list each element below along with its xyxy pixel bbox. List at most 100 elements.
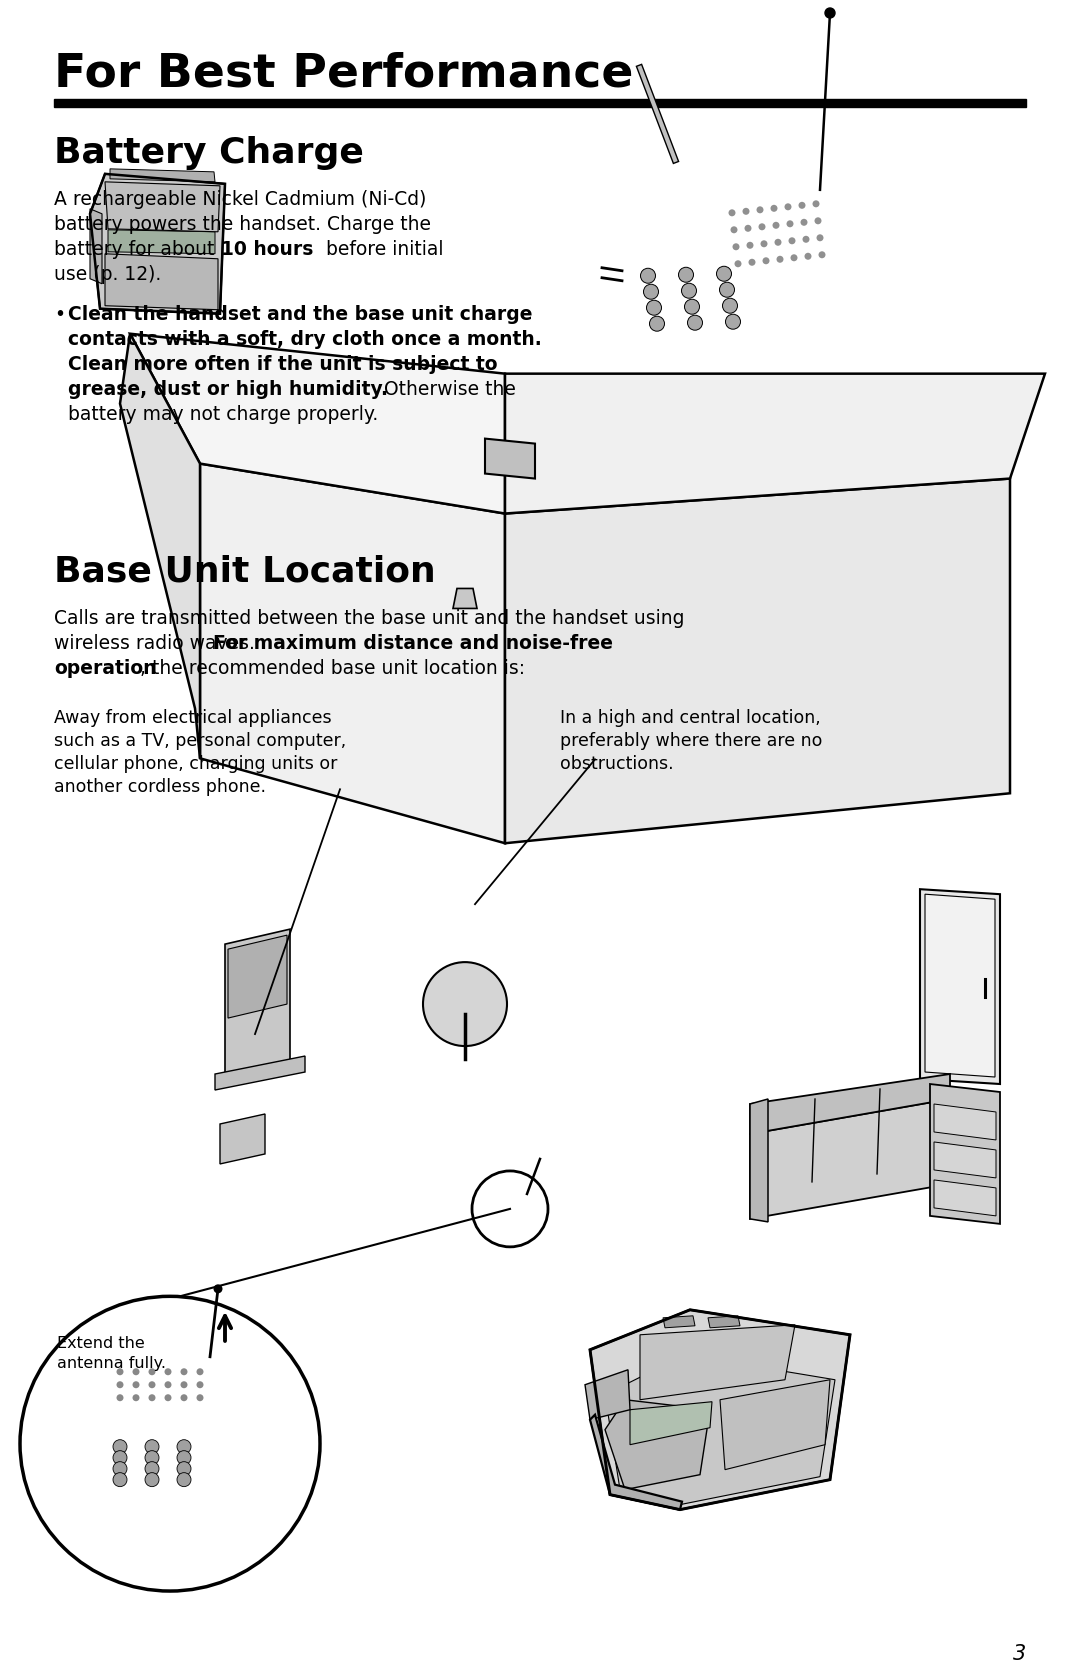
Polygon shape [505, 479, 1010, 843]
Circle shape [678, 267, 693, 282]
Polygon shape [90, 174, 225, 314]
Text: contacts with a soft, dry cloth once a month.: contacts with a soft, dry cloth once a m… [68, 330, 542, 349]
Polygon shape [750, 1075, 950, 1133]
Circle shape [798, 202, 806, 209]
Text: grease, dust or high humidity.: grease, dust or high humidity. [68, 379, 388, 399]
Polygon shape [228, 935, 287, 1018]
Polygon shape [708, 1315, 740, 1329]
Circle shape [177, 1450, 191, 1465]
Text: Extend the: Extend the [57, 1335, 145, 1350]
Polygon shape [934, 1142, 996, 1178]
Polygon shape [590, 1310, 850, 1510]
Text: wireless radio waves.: wireless radio waves. [54, 634, 261, 654]
Circle shape [777, 255, 783, 262]
Polygon shape [90, 209, 102, 284]
Circle shape [180, 1382, 188, 1389]
Circle shape [177, 1472, 191, 1487]
Circle shape [113, 1472, 127, 1487]
Text: •: • [54, 305, 65, 324]
Circle shape [748, 259, 756, 265]
Ellipse shape [21, 1297, 320, 1591]
Text: use (p. 12).: use (p. 12). [54, 265, 161, 284]
Circle shape [681, 284, 697, 299]
Circle shape [214, 1285, 222, 1293]
Polygon shape [920, 890, 1000, 1083]
Circle shape [423, 961, 507, 1046]
Circle shape [730, 227, 738, 234]
Text: obstructions.: obstructions. [561, 756, 674, 773]
Circle shape [149, 1369, 156, 1375]
Polygon shape [220, 1113, 265, 1163]
Circle shape [786, 220, 794, 227]
Polygon shape [130, 334, 505, 514]
Circle shape [825, 8, 835, 18]
Polygon shape [663, 1315, 696, 1329]
Polygon shape [640, 1325, 795, 1400]
Polygon shape [934, 1103, 996, 1140]
Circle shape [647, 300, 661, 315]
Text: another cordless phone.: another cordless phone. [54, 778, 266, 796]
Circle shape [113, 1440, 127, 1454]
Circle shape [772, 222, 780, 229]
Polygon shape [750, 1098, 950, 1218]
Circle shape [117, 1394, 123, 1402]
Circle shape [723, 299, 738, 314]
Polygon shape [630, 1402, 712, 1445]
Circle shape [756, 207, 764, 214]
Text: Calls are transmitted between the base unit and the handset using: Calls are transmitted between the base u… [54, 609, 685, 629]
Text: Away from electrical appliances: Away from electrical appliances [54, 709, 332, 728]
Text: operation: operation [54, 659, 157, 678]
Circle shape [180, 1394, 188, 1402]
Text: Battery Charge: Battery Charge [54, 135, 364, 170]
Circle shape [180, 1369, 188, 1375]
Circle shape [784, 204, 792, 210]
Circle shape [149, 1382, 156, 1389]
Text: Clean more often if the unit is subject to: Clean more often if the unit is subject … [68, 355, 498, 374]
Circle shape [758, 224, 766, 230]
Polygon shape [930, 1083, 1000, 1223]
Circle shape [805, 252, 811, 260]
Text: Otherwise the: Otherwise the [378, 379, 516, 399]
Circle shape [197, 1382, 203, 1389]
Circle shape [716, 267, 731, 282]
Circle shape [734, 260, 742, 267]
Polygon shape [605, 1400, 710, 1490]
Circle shape [197, 1394, 203, 1402]
Circle shape [164, 1369, 172, 1375]
Circle shape [802, 235, 810, 242]
Text: before initial: before initial [320, 240, 444, 259]
Polygon shape [605, 1355, 835, 1505]
Text: Clean the handset and the base unit charge: Clean the handset and the base unit char… [68, 305, 532, 324]
Text: battery may not charge properly.: battery may not charge properly. [68, 404, 378, 424]
Circle shape [812, 200, 820, 207]
Polygon shape [720, 1380, 831, 1470]
Text: cellular phone, charging units or: cellular phone, charging units or [54, 756, 337, 773]
Text: For Best Performance: For Best Performance [54, 52, 633, 97]
Circle shape [760, 240, 768, 247]
Polygon shape [110, 169, 215, 182]
Circle shape [819, 252, 825, 259]
Circle shape [688, 315, 702, 330]
Circle shape [746, 242, 754, 249]
Polygon shape [120, 334, 200, 758]
Text: 3: 3 [1013, 1644, 1026, 1664]
Circle shape [117, 1369, 123, 1375]
Circle shape [762, 257, 769, 264]
Text: A rechargeable Nickel Cadmium (Ni-Cd): A rechargeable Nickel Cadmium (Ni-Cd) [54, 190, 427, 209]
Polygon shape [585, 1370, 630, 1420]
Circle shape [145, 1462, 159, 1475]
Text: 10 hours: 10 hours [221, 240, 313, 259]
Circle shape [145, 1440, 159, 1454]
Polygon shape [200, 464, 505, 843]
Polygon shape [108, 230, 215, 254]
Circle shape [149, 1394, 156, 1402]
Polygon shape [453, 589, 477, 609]
Circle shape [732, 244, 740, 250]
Text: battery for about: battery for about [54, 240, 220, 259]
Circle shape [719, 282, 734, 297]
Polygon shape [485, 439, 535, 479]
Circle shape [113, 1450, 127, 1465]
Text: , the recommended base unit location is:: , the recommended base unit location is: [140, 659, 525, 678]
Circle shape [791, 254, 797, 262]
Circle shape [133, 1394, 139, 1402]
